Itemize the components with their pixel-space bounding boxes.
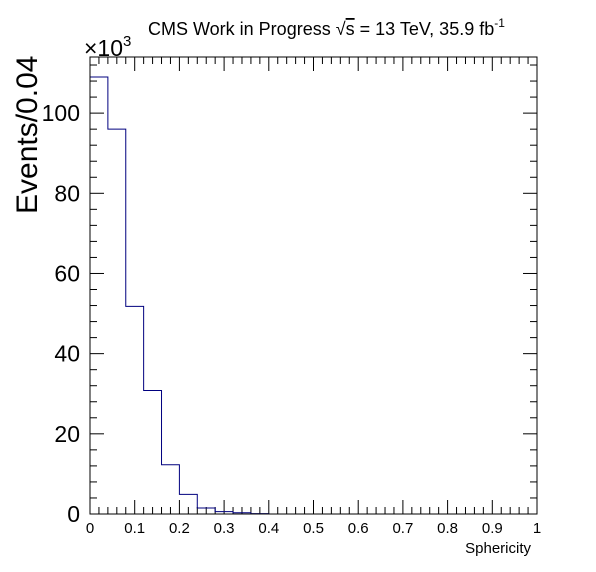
histogram-outline — [89, 76, 537, 515]
x-tick-label: 1 — [533, 520, 541, 537]
sqrt-s: s — [346, 19, 355, 39]
chart-title: CMS Work in Progress √s = 13 TeV, 35.9 fb… — [148, 16, 505, 39]
x-tick-label: 0.7 — [392, 520, 413, 537]
histogram-bin — [162, 465, 180, 514]
histogram-bin — [90, 77, 108, 514]
tick-labels: 0 0.1 0.2 0.3 0.4 0.5 0.6 0.7 0.8 0.9 1 0 20 40 60 80 10… — [42, 100, 542, 537]
chart-title-suffix: = 13 TeV, 35.9 fb — [355, 19, 495, 39]
chart-title-prefix: CMS Work in Progress — [148, 19, 331, 39]
axis-ticks — [89, 57, 538, 515]
x-tick-label: 0.3 — [214, 520, 235, 537]
histogram-bin — [144, 391, 162, 514]
x-tick-label: 0.9 — [482, 520, 503, 537]
x-tick-label: 0.6 — [348, 520, 369, 537]
histogram-bin — [108, 129, 126, 514]
x-axis-title: Sphericity — [465, 540, 531, 557]
x-tick-label: 0.5 — [303, 520, 324, 537]
lumi-exponent: -1 — [494, 16, 505, 30]
chart-header: CMS Work in Progress √s = 13 TeV, 35.9 fb… — [148, 16, 505, 39]
plot-frame — [89, 56, 538, 515]
y-multiplier-exponent: 3 — [123, 33, 131, 50]
y-tick-label: 100 — [42, 100, 80, 126]
y-tick-label: 60 — [54, 260, 80, 286]
y-tick-label: 0 — [67, 501, 80, 527]
x-tick-label: 0.1 — [124, 520, 145, 537]
x-tick-label: 0 — [86, 520, 94, 537]
sqrt-symbol: √ — [336, 19, 346, 39]
histogram-bin — [126, 306, 144, 514]
y-tick-label: 80 — [54, 180, 80, 206]
y-axis-title: Events/0.04 — [11, 56, 44, 214]
histogram-bins — [90, 77, 269, 514]
x-tick-label: 0.8 — [437, 520, 458, 537]
y-tick-label: 40 — [54, 341, 80, 367]
y-tick-label: 20 — [54, 421, 80, 447]
x-tick-label: 0.2 — [169, 520, 190, 537]
x-tick-label: 0.4 — [258, 520, 279, 537]
